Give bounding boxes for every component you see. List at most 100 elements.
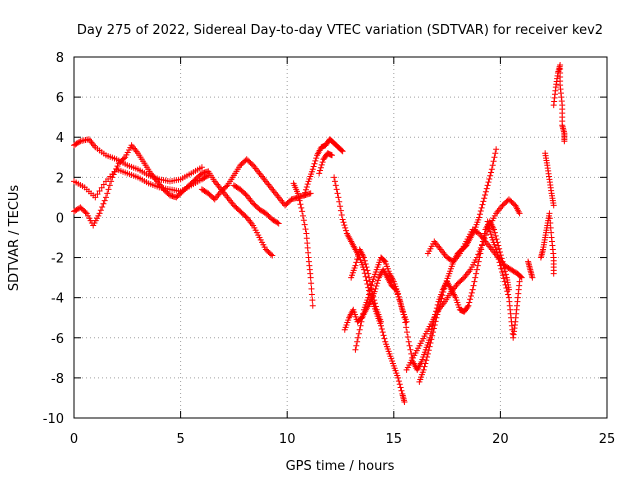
data-point [333,186,340,193]
data-point [340,219,347,226]
data-point [317,167,324,174]
data-point [378,318,385,325]
data-point [485,221,492,228]
data-point [96,187,103,194]
data-point [529,274,536,281]
data-point [372,285,379,292]
data-point [466,299,473,306]
data-point [503,285,510,292]
data-point [395,290,402,297]
data-point [354,256,361,263]
data-point [434,311,441,318]
data-point [364,267,371,274]
data-point [449,257,456,264]
y-axis-label: SDTVAR / TECUs [7,185,22,292]
data-point [294,190,301,197]
data-point [362,273,369,280]
data-point [355,330,362,337]
data-point [484,182,491,189]
data-point [308,291,315,298]
data-point [338,147,345,154]
plot-frame [73,56,608,419]
data-point [490,158,497,165]
data-point [405,338,412,345]
data-point [398,387,405,394]
data-point [341,222,348,229]
data-point [496,259,503,266]
data-point [494,252,501,259]
data-point [363,277,370,284]
data-point [474,262,481,269]
data-point [378,325,385,332]
data-point [488,231,495,238]
data-point [343,227,350,234]
data-point [492,232,499,239]
data-point [561,138,568,145]
data-point [100,181,107,188]
data-point [473,270,480,277]
data-point [496,248,503,255]
data-point [433,314,440,321]
data-point [113,165,120,172]
data-point [379,329,386,336]
data-point [470,282,477,289]
data-point [504,288,511,295]
data-point [354,252,361,259]
data-point [307,190,314,197]
data-point [471,278,478,285]
data-point [479,201,486,208]
data-point [404,329,411,336]
data-point [495,256,502,263]
data-point [381,335,388,342]
data-point [476,248,483,255]
data-point [430,325,437,332]
data-point [366,274,373,281]
data-point [482,188,489,195]
data-point [406,342,413,349]
data-point [518,274,525,281]
data-point [435,305,442,312]
data-point [485,179,492,186]
data-point [94,191,101,198]
data-point [498,265,505,272]
tick-layer: 0 5 10 15 20 25 -10 -8 -6 -4 -2 0 2 4 6 8 [43,51,616,447]
data-point [109,174,116,181]
y-tick-label: 4 [56,131,64,146]
data-point [505,291,512,298]
data-point [473,254,480,261]
data-point [473,266,480,273]
chart-title: Day 275 of 2022, Sidereal Day-to-day VTE… [77,23,603,38]
data-point [354,338,361,345]
data-point [354,334,361,341]
y-tick-label: 8 [56,51,64,66]
data-point [361,257,368,264]
data-point [295,193,302,200]
y-tick-label: -10 [43,412,64,427]
data-point [362,260,369,267]
data-point [100,200,107,207]
data-point [516,210,523,217]
data-point [480,198,487,205]
data-point [76,139,83,146]
data-point [395,374,402,381]
data-point [297,201,304,208]
data-point [111,168,118,175]
data-point [468,289,475,296]
data-point [429,332,436,339]
data-point [477,244,484,251]
data-point [440,289,447,296]
data-point [269,252,276,259]
data-point [397,300,404,307]
data-point [396,381,403,388]
data-point [467,296,474,303]
data-point [356,326,363,333]
data-point [300,217,307,224]
data-point [475,251,482,258]
data-point [336,198,343,205]
data-point [488,166,495,173]
data-point [421,363,428,370]
x-tick-label: 25 [599,432,616,447]
data-point [464,303,471,310]
data-point [301,192,308,199]
data-point [469,286,476,293]
